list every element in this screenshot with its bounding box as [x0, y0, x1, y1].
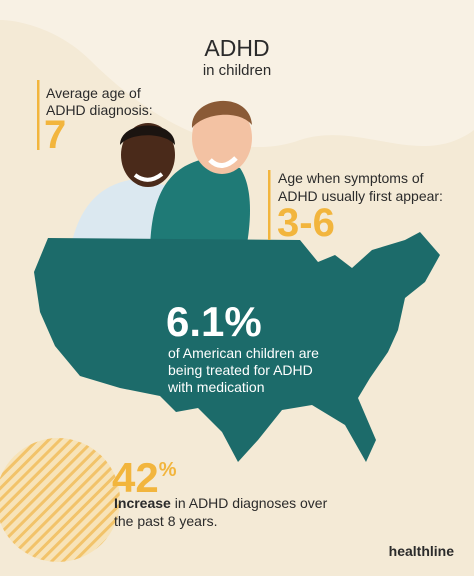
stat-label: ADHD diagnosis:	[46, 102, 153, 118]
us-map	[34, 232, 440, 462]
stat-value: 42%	[112, 454, 177, 501]
stat-label: ADHD usually first appear:	[278, 188, 443, 204]
brand-logo: healthline	[389, 543, 455, 559]
accent-bar	[37, 80, 40, 150]
pie-graphic	[0, 438, 120, 562]
stat-label: the past 8 years.	[114, 513, 218, 529]
stat-value: 7	[44, 113, 66, 157]
title: ADHD	[204, 35, 269, 61]
stat-label: Increase in ADHD diagnoses over	[114, 495, 328, 511]
stat-label: of American children are	[168, 345, 319, 361]
accent-bar	[268, 170, 271, 240]
stat-label-rest: in ADHD diagnoses over	[171, 495, 328, 511]
background-blob	[0, 0, 474, 148]
stat-label-bold: Increase	[114, 495, 171, 511]
subtitle: in children	[203, 62, 271, 79]
stat-label: Average age of	[46, 85, 141, 101]
stat-label: Age when symptoms of	[278, 170, 424, 186]
stat-unit: %	[159, 459, 177, 481]
stat-number: 42	[112, 454, 159, 501]
stat-value: 6.1%	[166, 298, 262, 345]
stat-label: being treated for ADHD	[168, 362, 313, 378]
stat-value: 3-6	[277, 201, 335, 245]
children-illustration	[70, 100, 252, 255]
stat-label: with medication	[167, 379, 265, 395]
